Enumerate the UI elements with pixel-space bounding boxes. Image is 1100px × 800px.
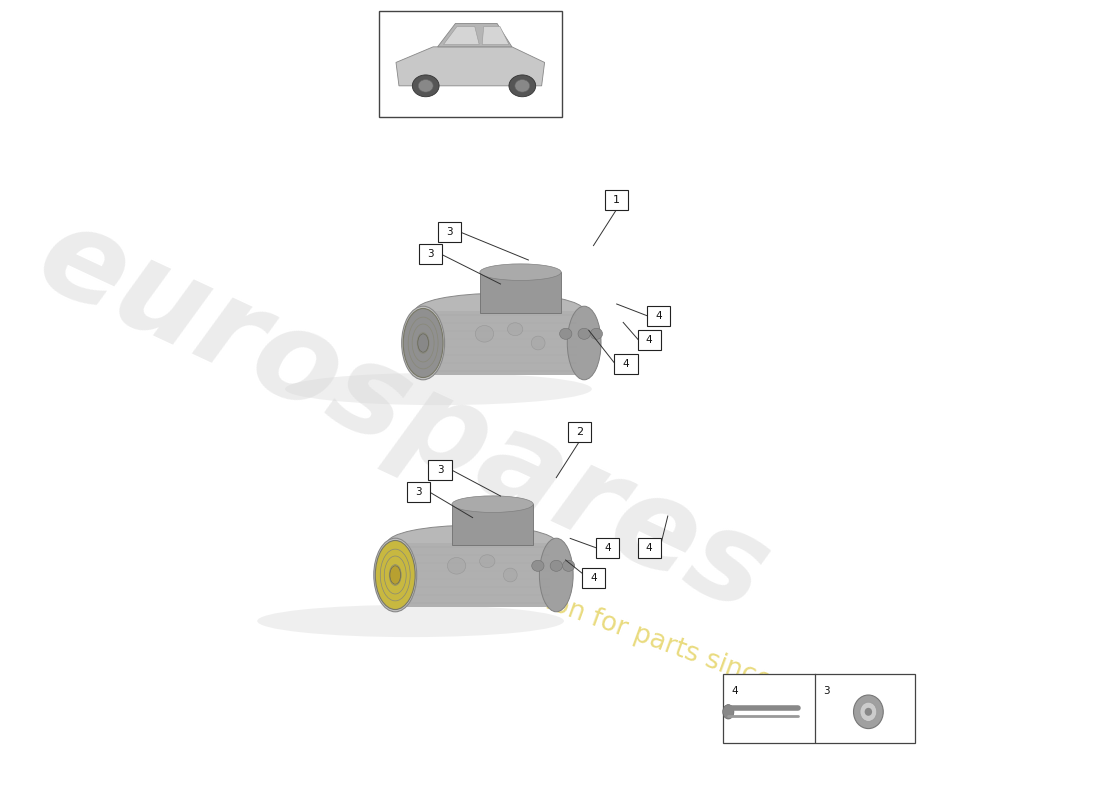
Ellipse shape bbox=[418, 334, 429, 352]
Ellipse shape bbox=[860, 702, 877, 722]
Ellipse shape bbox=[416, 294, 584, 328]
Text: 3: 3 bbox=[447, 227, 453, 237]
Text: 4: 4 bbox=[623, 359, 629, 369]
Polygon shape bbox=[395, 542, 557, 607]
Text: 4: 4 bbox=[590, 574, 597, 583]
FancyBboxPatch shape bbox=[723, 674, 915, 743]
Ellipse shape bbox=[480, 554, 495, 568]
Text: 3: 3 bbox=[824, 686, 830, 696]
Ellipse shape bbox=[568, 306, 601, 380]
Text: 2: 2 bbox=[576, 427, 583, 437]
Ellipse shape bbox=[560, 328, 572, 339]
FancyBboxPatch shape bbox=[614, 354, 638, 374]
Ellipse shape bbox=[387, 526, 557, 560]
Text: 4: 4 bbox=[646, 335, 652, 345]
Polygon shape bbox=[438, 23, 512, 47]
FancyBboxPatch shape bbox=[378, 11, 562, 117]
Ellipse shape bbox=[418, 80, 433, 92]
Ellipse shape bbox=[404, 309, 443, 378]
Ellipse shape bbox=[389, 566, 400, 584]
Text: 3: 3 bbox=[416, 487, 422, 497]
FancyBboxPatch shape bbox=[596, 538, 619, 558]
Text: 3: 3 bbox=[428, 250, 435, 259]
Text: 1: 1 bbox=[613, 195, 620, 205]
Ellipse shape bbox=[509, 75, 536, 97]
FancyBboxPatch shape bbox=[638, 330, 661, 350]
FancyBboxPatch shape bbox=[647, 306, 670, 326]
Ellipse shape bbox=[515, 80, 530, 92]
Ellipse shape bbox=[475, 326, 494, 342]
Polygon shape bbox=[452, 504, 534, 545]
FancyBboxPatch shape bbox=[428, 459, 452, 480]
Ellipse shape bbox=[562, 560, 574, 571]
Polygon shape bbox=[396, 47, 544, 86]
Ellipse shape bbox=[865, 708, 872, 716]
Ellipse shape bbox=[480, 264, 561, 281]
Ellipse shape bbox=[257, 605, 564, 637]
FancyBboxPatch shape bbox=[582, 568, 605, 589]
Polygon shape bbox=[480, 272, 561, 313]
Ellipse shape bbox=[402, 306, 444, 380]
FancyBboxPatch shape bbox=[568, 422, 591, 442]
FancyBboxPatch shape bbox=[407, 482, 430, 502]
FancyBboxPatch shape bbox=[438, 222, 461, 242]
Text: 4: 4 bbox=[646, 543, 652, 553]
Ellipse shape bbox=[550, 560, 562, 571]
Ellipse shape bbox=[591, 328, 603, 339]
Ellipse shape bbox=[531, 336, 544, 350]
Text: 4: 4 bbox=[604, 543, 611, 553]
Ellipse shape bbox=[448, 558, 465, 574]
Ellipse shape bbox=[374, 538, 417, 612]
Ellipse shape bbox=[854, 695, 883, 729]
Ellipse shape bbox=[723, 705, 734, 719]
Text: a passion for parts since 1985: a passion for parts since 1985 bbox=[462, 559, 846, 721]
Ellipse shape bbox=[375, 541, 415, 610]
Ellipse shape bbox=[539, 538, 573, 612]
Polygon shape bbox=[424, 311, 584, 375]
FancyBboxPatch shape bbox=[605, 190, 628, 210]
FancyBboxPatch shape bbox=[419, 244, 442, 265]
Text: 4: 4 bbox=[656, 311, 662, 321]
Text: 4: 4 bbox=[732, 686, 738, 696]
Text: eurospares: eurospares bbox=[19, 194, 786, 638]
Ellipse shape bbox=[504, 568, 517, 582]
Polygon shape bbox=[443, 26, 480, 45]
Ellipse shape bbox=[531, 560, 544, 571]
Ellipse shape bbox=[578, 328, 591, 339]
Ellipse shape bbox=[507, 322, 522, 336]
Polygon shape bbox=[482, 26, 509, 45]
FancyBboxPatch shape bbox=[638, 538, 661, 558]
Ellipse shape bbox=[412, 75, 439, 97]
Ellipse shape bbox=[285, 373, 592, 405]
Text: 3: 3 bbox=[437, 465, 443, 474]
Ellipse shape bbox=[452, 496, 534, 513]
